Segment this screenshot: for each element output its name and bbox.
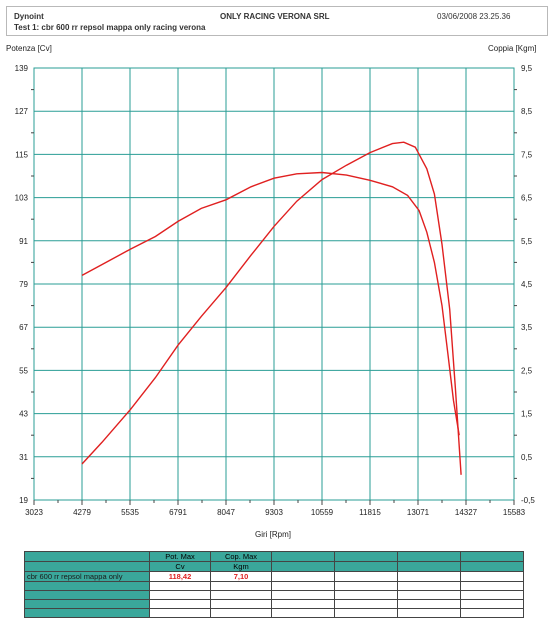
x-tick-label: 10559 [311,508,334,517]
x-axis-label: Giri [Rpm] [255,530,291,539]
table-corner [24,551,150,562]
minor-ticks [31,89,517,505]
table-row: cbr 600 rr repsol mappa only 118,42 7,10 [24,571,524,582]
y-right-tick-label: -0,5 [521,496,535,505]
header-left-title: Dynoint [14,12,44,21]
y-left-tick-label: 19 [19,496,28,505]
header-test-line: Test 1: cbr 600 rr repsol mappa only rac… [14,23,206,32]
col-unit-cop: Kgm [210,561,272,572]
y-left-tick-label: 43 [19,410,28,419]
y-right-tick-label: 9,5 [521,64,533,73]
torque-series-line [81,171,460,436]
y-left-tick-label: 91 [19,237,28,246]
y-right-tick-label: 4,5 [521,280,533,289]
y-right-tick-label: 0,5 [521,453,533,462]
x-tick-label: 8047 [217,508,235,517]
y-right-tick-label: 5,5 [521,237,533,246]
y-left-tick-label: 127 [15,107,29,116]
col-unit-pot: Cv [149,561,211,572]
y-left-tick-label: 31 [19,453,28,462]
y-right-tick-label: 6,5 [521,194,533,203]
x-tick-label: 11815 [359,508,381,517]
header-datetime: 03/06/2008 23.25.36 [437,12,511,21]
col-header-pot: Pot. Max [149,551,211,562]
row-cop-value: 7,10 [210,571,272,582]
y-left-tick-labels: 19 31 43 55 67 79 91 103 115 127 139 [15,64,29,505]
series-group [81,141,462,475]
y-left-tick-label: 103 [15,194,29,203]
right-axis-label: Coppia [Kgm] [488,44,537,53]
y-right-tick-label: 2,5 [521,366,533,375]
col-header-cop: Cop. Max [210,551,272,562]
y-left-tick-label: 67 [19,323,28,332]
grid-lines [33,67,515,501]
y-right-tick-label: 3,5 [521,323,533,332]
y-right-tick-label: 8,5 [521,107,533,116]
x-tick-label: 13071 [407,508,430,517]
y-left-tick-label: 115 [15,150,28,159]
header-center-title: ONLY RACING VERONA SRL [220,12,330,21]
x-tick-label: 5535 [121,508,139,517]
x-tick-label: 6791 [169,508,187,517]
y-right-tick-labels: -0,5 0,5 1,5 2,5 3,5 4,5 5,5 6,5 7,5 8,5 9,5 [521,64,535,505]
x-tick-label: 9303 [265,508,283,517]
header-box [6,6,548,36]
y-right-tick-label: 7,5 [521,150,533,159]
x-tick-label: 15583 [503,508,526,517]
summary-table: Pot. Max Cop. Max Cv Kgm cbr 600 rr reps… [24,551,524,618]
y-left-tick-label: 139 [15,64,29,73]
x-tick-label: 3023 [25,508,43,517]
y-left-tick-label: 79 [19,280,28,289]
row-pot-value: 118,42 [149,571,211,582]
y-left-tick-label: 55 [19,366,28,375]
x-tick-label: 4279 [73,508,91,517]
y-right-tick-label: 1,5 [521,410,533,419]
x-tick-labels: 3023 4279 5535 6791 8047 9303 10559 11815 13071 1… [25,508,526,517]
power-series-line [81,141,462,475]
x-tick-label: 14327 [455,508,478,517]
left-axis-label: Potenza [Cv] [6,44,52,53]
row-name: cbr 600 rr repsol mappa only [24,571,150,582]
dyno-chart: 3023 4279 5535 6791 8047 9303 10559 11815 13071 1… [15,64,536,517]
report-header: Dynoint ONLY RACING VERONA SRL 03/06/200… [0,0,554,36]
